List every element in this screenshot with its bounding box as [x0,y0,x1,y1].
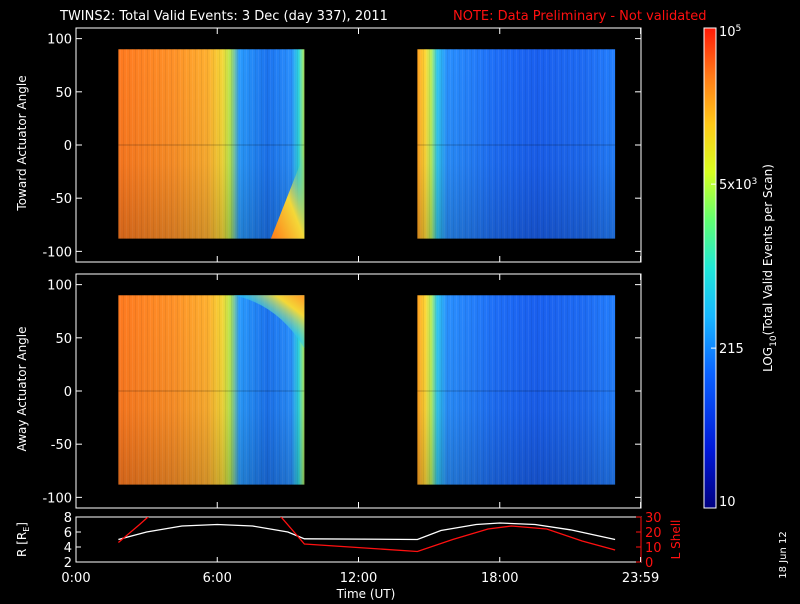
lshell-tick-label: 20 [645,526,662,541]
time-tick-label: 12:00 [340,571,377,586]
y-tick-label: 50 [55,332,72,347]
time-tick-label: 23:59 [622,571,659,586]
toward-ylabel: Toward Actuator Angle [15,75,29,211]
away-ylabel: Away Actuator Angle [15,326,29,451]
r-tick-label: 2 [64,556,72,571]
y-tick-label: 0 [64,385,72,400]
colorbar-gradient [703,27,717,509]
y-tick-label: -100 [42,491,72,506]
r-tick-label: 8 [64,511,72,526]
heatmap-shade [417,295,616,485]
chart-title: TWINS2: Total Valid Events: 3 Dec (day 3… [59,9,388,24]
lshell-axis-label: L Shell [669,520,683,560]
heatmap-shade [118,295,305,485]
y-tick-label: 0 [64,139,72,154]
y-tick-label: -100 [42,245,72,260]
time-tick-label: 18:00 [481,571,518,586]
y-tick-label: 100 [47,279,72,294]
data-preliminary-note: NOTE: Data Preliminary - Not validated [453,9,707,24]
r-axis-label: R [RE] [15,522,31,557]
time-tick-label: 0:00 [61,571,90,586]
y-tick-label: -50 [51,192,72,207]
y-tick-label: -50 [51,438,72,453]
lshell-series-line [117,517,616,553]
time-axis-label: Time (UT) [336,587,396,600]
toward-heatmap-panel: 100 50 0 -50 -100 [42,27,642,263]
y-tick-label: 50 [55,86,72,101]
r-tick-label: 6 [64,526,72,541]
r-series-line [118,522,616,541]
colorbar: 105 5x103 215 10 [703,24,758,510]
colorbar-tick-label: 10 [719,495,736,510]
heatmap-hotspot [270,153,305,239]
datestamp: 18 Jun 12 [778,531,789,578]
heatmap-shade [118,49,305,239]
y-tick-label: 100 [47,33,72,48]
colorbar-tick-label: 215 [719,342,744,357]
r-tick-label: 4 [64,541,72,556]
lshell-tick-label: 30 [645,511,662,526]
colorbar-tick-label: 105 [719,24,741,40]
away-heatmap-panel: 100 50 0 -50 -100 [42,273,642,509]
lshell-tick-label: 0 [645,556,653,571]
time-tick-label: 6:00 [203,571,232,586]
colorbar-label: LOG10(Total Valid Events per Scan) [761,164,779,372]
colorbar-tick-label: 5x103 [719,177,758,193]
heatmap-hotspot [233,295,305,349]
heatmap-shade [417,49,616,239]
lshell-tick-label: 10 [645,541,662,556]
